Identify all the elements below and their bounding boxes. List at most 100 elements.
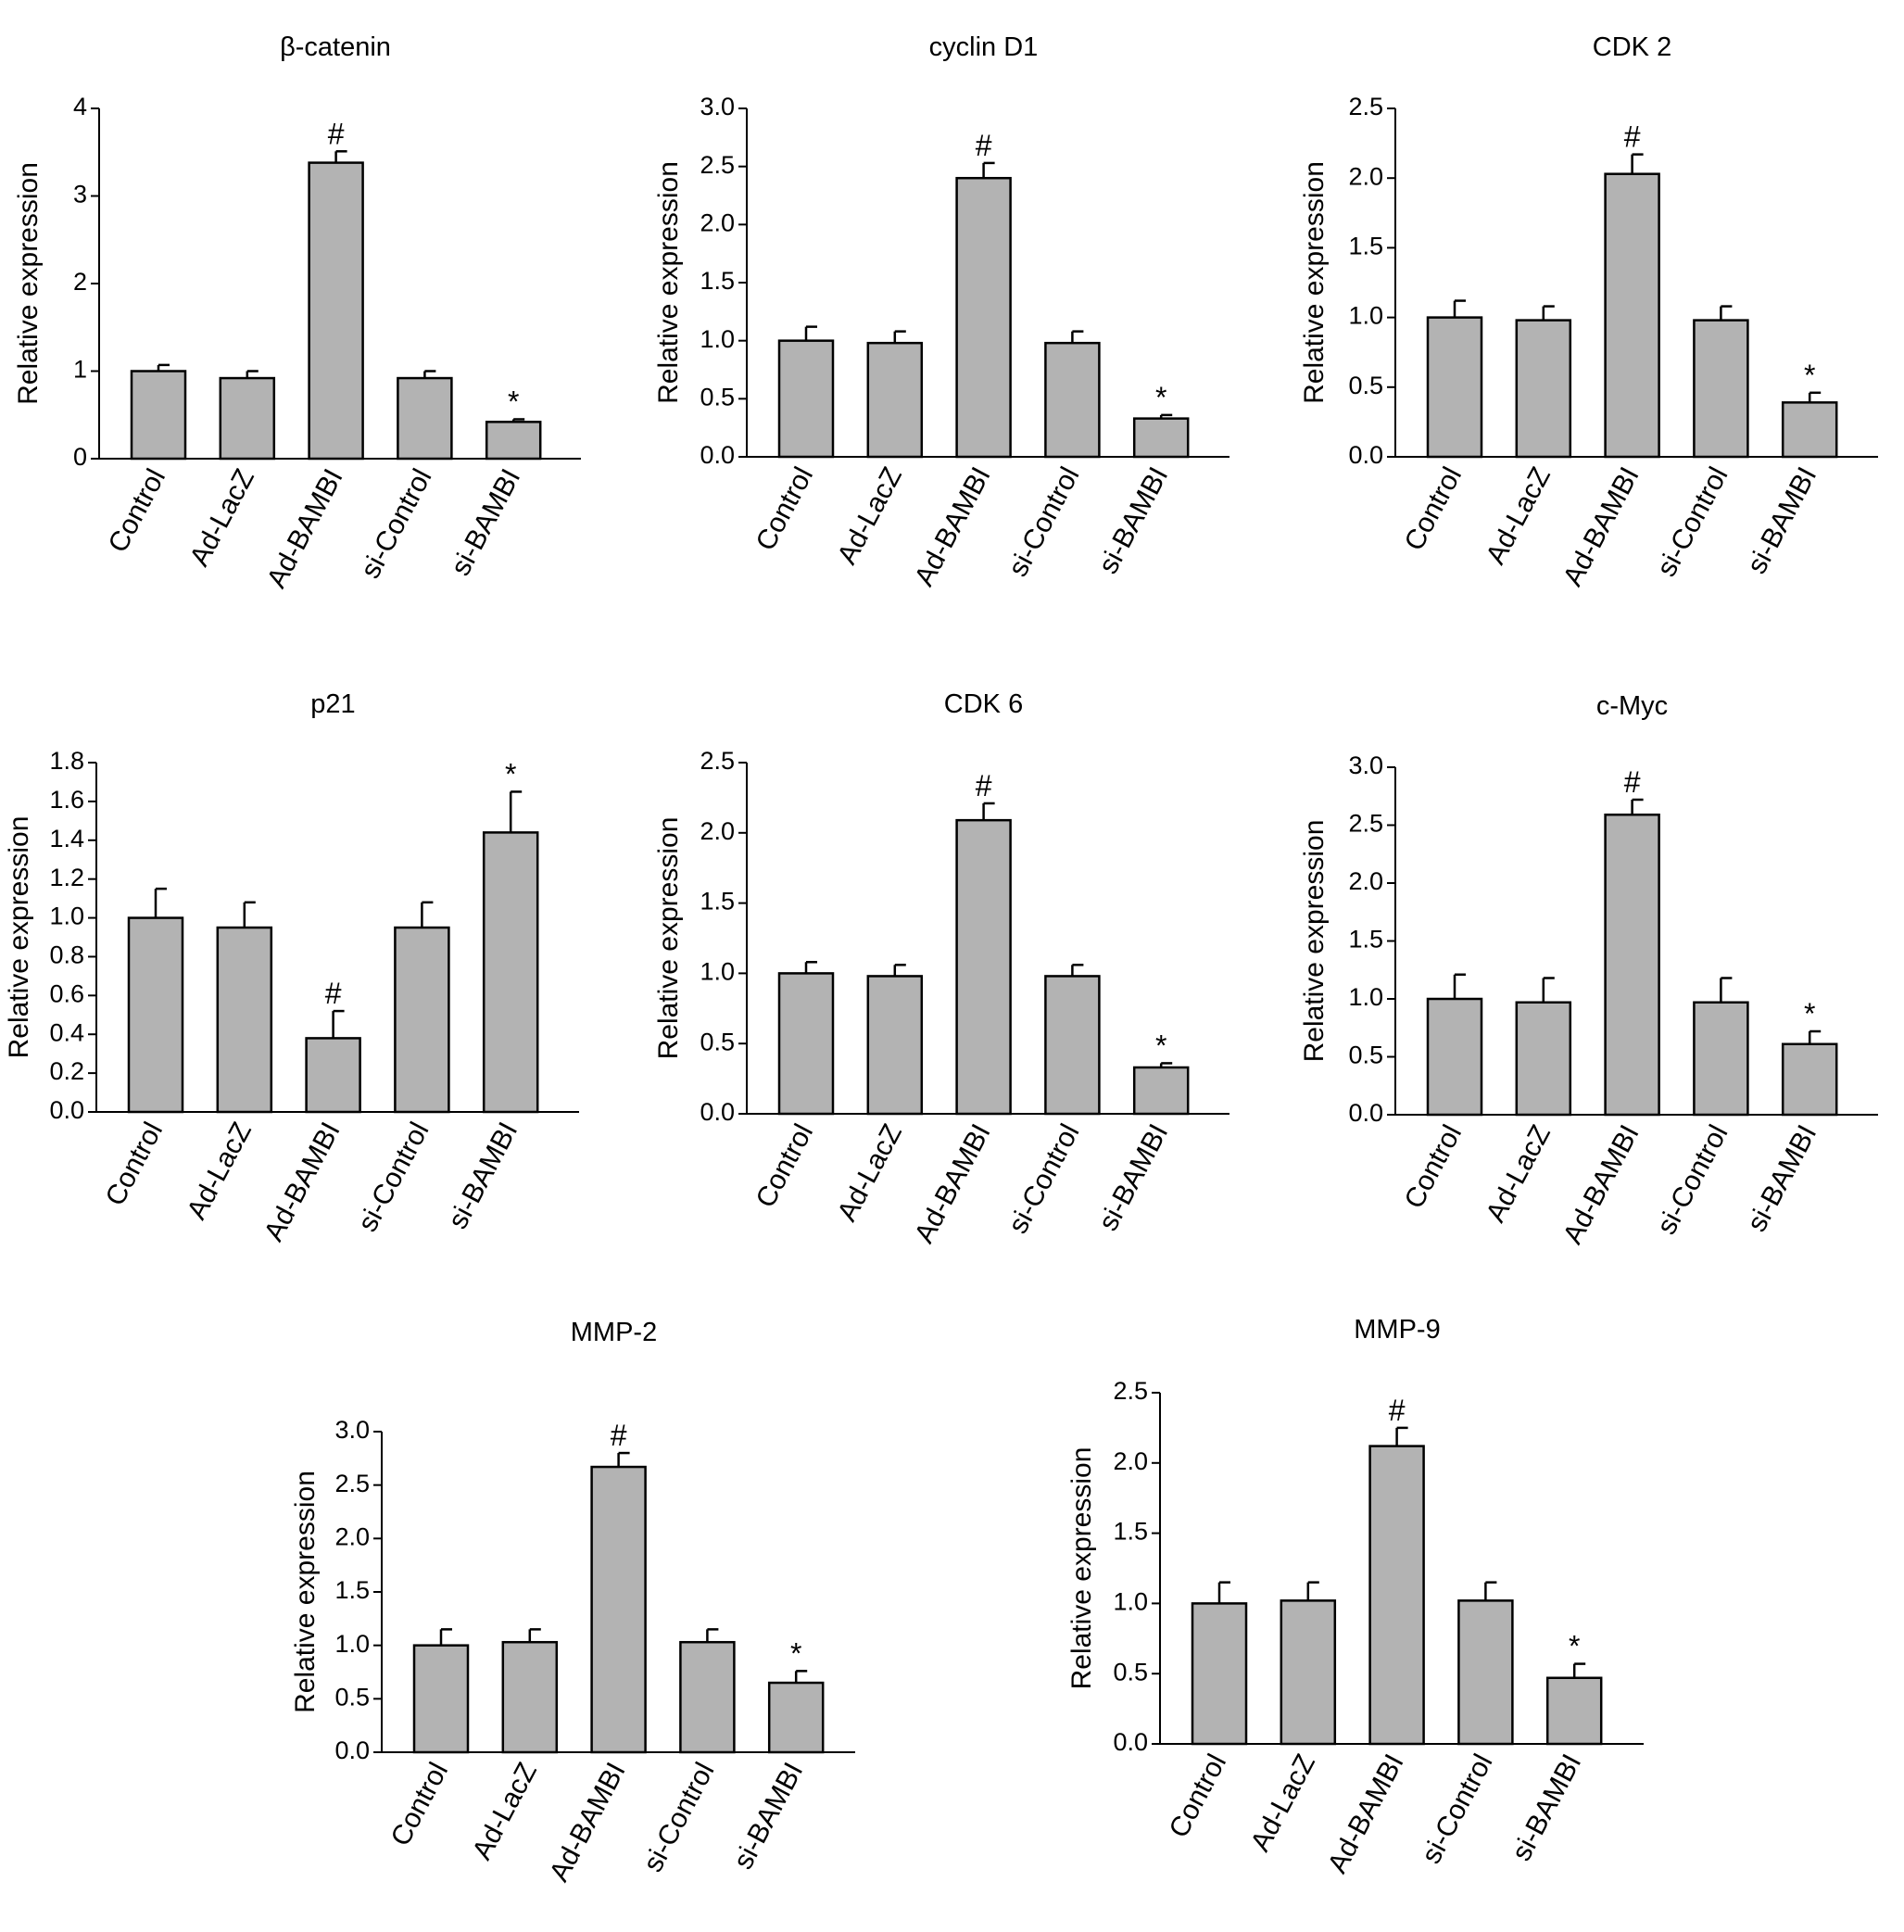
x-category-label: si-Control xyxy=(1651,462,1734,582)
x-category-label: si-Control xyxy=(1002,462,1085,582)
y-tick-label: 2.5 xyxy=(1348,93,1383,120)
chart-panel: cyclin D1 Relative expression 0.0 0.5 1.0 1.5… xyxy=(653,32,1229,591)
x-category-label: Ad-BAMBI xyxy=(261,464,349,593)
bar xyxy=(394,926,450,1114)
bar xyxy=(1368,1445,1425,1746)
y-axis-label: Relative expression xyxy=(653,817,684,1060)
y-tick-label: 1.0 xyxy=(1348,302,1383,330)
significance-mark: * xyxy=(1569,1630,1580,1663)
y-tick-label: 1.5 xyxy=(1348,233,1383,260)
y-tick-label: 0.5 xyxy=(700,383,735,410)
bar xyxy=(955,818,1012,1116)
x-category-label: si-Control xyxy=(1651,1120,1734,1240)
chart-title: MMP-9 xyxy=(1354,1315,1440,1345)
y-tick-label: 3 xyxy=(73,181,87,208)
bar xyxy=(1545,1676,1603,1746)
y-tick-label: 0.6 xyxy=(49,979,84,1007)
bar xyxy=(1604,814,1660,1117)
y-tick-label: 0.5 xyxy=(1113,1658,1148,1686)
bar xyxy=(1781,401,1838,459)
chart-panel: p21 Relative expression 0.0 0.2 0.4 0.6 0.8 1.0… xyxy=(4,689,579,1246)
x-category-label: si-BAMBI xyxy=(728,1758,810,1875)
x-category-label: si-Control xyxy=(355,464,437,584)
chart-panel: MMP-2 Relative expression 0.0 0.5 1.0 1.5 2.0 2… xyxy=(290,1318,855,1887)
significance-mark: * xyxy=(508,385,519,418)
chart-title: CDK 6 xyxy=(944,689,1023,719)
y-tick-label: 1.5 xyxy=(334,1576,370,1604)
bar xyxy=(767,1681,825,1754)
bar xyxy=(1132,1066,1190,1116)
bar xyxy=(397,376,453,461)
bar xyxy=(501,1640,559,1754)
y-tick-label: 0.5 xyxy=(700,1028,735,1055)
bar xyxy=(590,1465,647,1754)
y-tick-label: 1.6 xyxy=(49,786,84,814)
bar xyxy=(305,1037,361,1114)
significance-mark: * xyxy=(1804,359,1815,392)
y-tick-label: 2.5 xyxy=(700,747,735,775)
x-category-label: Ad-LacZ xyxy=(1245,1749,1321,1857)
bar xyxy=(1781,1042,1838,1117)
bar xyxy=(412,1644,470,1754)
x-category-label: Control xyxy=(385,1758,455,1851)
x-category-label: Control xyxy=(1399,1120,1469,1214)
significance-mark: * xyxy=(1155,1029,1166,1062)
x-category-label: Ad-BAMBI xyxy=(1322,1749,1410,1878)
y-tick-label: 2.5 xyxy=(1348,810,1383,838)
significance-mark: * xyxy=(1155,381,1166,414)
x-category-label: Control xyxy=(1399,462,1469,556)
significance-mark: # xyxy=(1624,120,1641,154)
x-category-label: Ad-LacZ xyxy=(1481,1120,1557,1228)
y-tick-label: 1.0 xyxy=(1348,983,1383,1011)
bar xyxy=(679,1640,736,1754)
bar xyxy=(1693,319,1749,459)
y-tick-label: 0.5 xyxy=(1348,1042,1383,1069)
bar xyxy=(1044,975,1101,1116)
y-tick-label: 0.0 xyxy=(700,441,735,469)
y-tick-label: 2.0 xyxy=(1348,162,1383,190)
chart-panel: CDK 6 Relative expression 0.0 0.5 1.0 1.5 2.0 2… xyxy=(653,689,1229,1248)
y-tick-label: 0.0 xyxy=(334,1736,370,1764)
bar xyxy=(1132,417,1190,459)
y-tick-label: 3.0 xyxy=(700,93,735,120)
y-tick-label: 1 xyxy=(73,356,87,384)
y-axis-label: Relative expression xyxy=(13,162,44,405)
significance-mark: * xyxy=(505,757,516,790)
y-tick-label: 1.0 xyxy=(700,325,735,353)
x-category-label: Ad-LacZ xyxy=(832,1119,908,1227)
y-tick-label: 0.2 xyxy=(49,1057,84,1085)
y-tick-label: 0.0 xyxy=(1348,1099,1383,1127)
y-tick-label: 0.0 xyxy=(1113,1728,1148,1756)
y-tick-label: 1.0 xyxy=(334,1630,370,1658)
chart-title: MMP-2 xyxy=(571,1318,657,1347)
bar xyxy=(955,176,1012,459)
bar xyxy=(1280,1599,1337,1746)
y-tick-label: 1.2 xyxy=(49,864,84,891)
y-axis-label: Relative expression xyxy=(4,816,34,1059)
bar xyxy=(219,376,276,461)
y-tick-label: 0 xyxy=(73,443,87,471)
y-tick-label: 2.0 xyxy=(334,1522,370,1550)
y-tick-label: 0.0 xyxy=(700,1098,735,1126)
y-tick-label: 2.0 xyxy=(700,208,735,236)
x-category-label: si-BAMBI xyxy=(1742,1120,1823,1237)
bar xyxy=(777,339,835,459)
y-tick-label: 2.5 xyxy=(700,151,735,179)
bar xyxy=(216,926,273,1114)
bar xyxy=(1426,316,1483,459)
significance-mark: # xyxy=(325,977,342,1010)
x-category-label: Ad-BAMBI xyxy=(544,1758,632,1887)
bar xyxy=(777,972,835,1116)
y-tick-label: 1.5 xyxy=(1113,1518,1148,1546)
x-category-label: Ad-BAMBI xyxy=(909,462,997,591)
bar xyxy=(866,341,924,459)
y-tick-label: 2.0 xyxy=(700,817,735,845)
y-axis-label: Relative expression xyxy=(1066,1447,1097,1690)
bar xyxy=(482,831,539,1114)
bar xyxy=(1515,1001,1572,1117)
x-category-label: si-Control xyxy=(1416,1749,1498,1869)
y-tick-label: 2.5 xyxy=(1113,1377,1148,1405)
x-category-label: Ad-BAMBI xyxy=(1557,1120,1646,1249)
bar xyxy=(1191,1602,1248,1746)
